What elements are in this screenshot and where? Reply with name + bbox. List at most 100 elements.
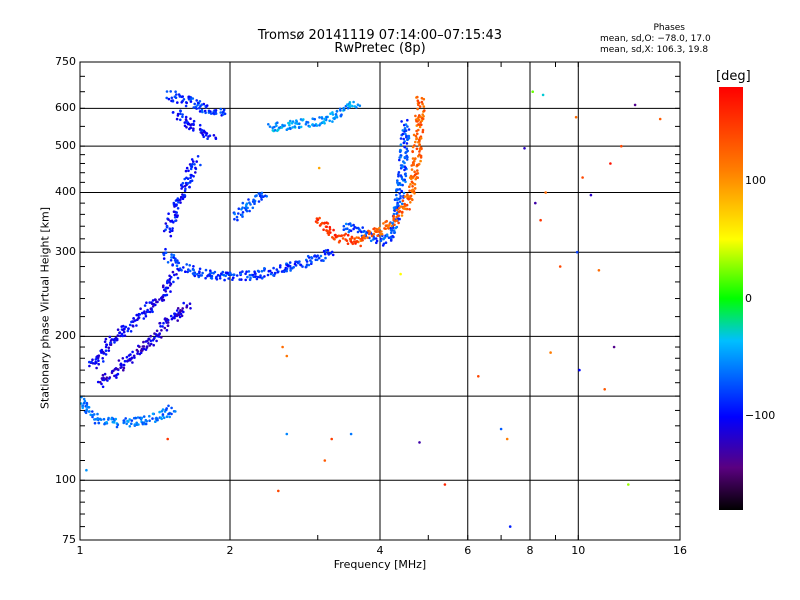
trace-point — [127, 327, 130, 330]
trace-point — [315, 255, 318, 258]
trace-point — [384, 241, 388, 244]
trace-point — [346, 103, 349, 106]
trace-point — [316, 221, 319, 224]
trace-point — [165, 407, 168, 410]
trace-point — [401, 210, 404, 214]
trace-point — [352, 223, 355, 227]
trace-point — [266, 273, 270, 277]
trace-point — [360, 236, 364, 240]
trace-point — [168, 274, 171, 278]
trace-point — [353, 237, 356, 240]
trace-point — [417, 138, 421, 142]
trace-point — [391, 229, 394, 232]
trace-point — [173, 273, 176, 277]
trace-point — [167, 212, 170, 215]
trace-point — [162, 253, 166, 257]
trace-point — [182, 301, 185, 305]
trace-point — [177, 200, 180, 204]
trace-point — [200, 108, 204, 112]
trace-point — [350, 240, 353, 244]
scatter-point — [499, 427, 503, 431]
trace-point — [263, 267, 266, 270]
trace-point — [138, 352, 142, 356]
trace-point — [395, 193, 398, 197]
trace-point — [133, 423, 137, 426]
trace-point — [393, 198, 397, 201]
trace-point — [176, 214, 179, 217]
scatter-point — [505, 437, 509, 441]
y-tick-label: 750 — [55, 55, 76, 68]
trace-point — [420, 100, 424, 104]
trace-point — [192, 129, 195, 132]
trace-point — [397, 171, 401, 174]
trace-point — [273, 128, 277, 132]
trace-point — [156, 417, 159, 421]
trace-point — [173, 203, 177, 206]
scatter-point — [508, 525, 512, 528]
trace-point — [342, 228, 346, 231]
trace-point — [415, 176, 419, 179]
trace-point — [185, 176, 188, 180]
trace-point — [110, 370, 114, 373]
trace-point — [192, 119, 196, 123]
trace-point — [411, 185, 414, 188]
trace-point — [172, 280, 175, 284]
trace-point — [148, 414, 151, 418]
trace-point — [395, 219, 399, 222]
trace-point — [96, 412, 99, 416]
trace-point — [185, 304, 189, 307]
trace-point — [404, 174, 408, 178]
trace-point — [169, 290, 172, 293]
scatter-point — [418, 441, 421, 444]
trace-point — [165, 90, 169, 93]
trace-point — [85, 408, 88, 411]
trace-point — [143, 304, 147, 307]
trace-point — [352, 100, 355, 104]
trace-point — [334, 113, 338, 116]
trace-point — [379, 237, 383, 241]
trace-point — [189, 307, 192, 310]
trace-point — [378, 232, 382, 236]
trace-point — [165, 317, 169, 321]
trace-point — [418, 125, 422, 129]
trace-point — [160, 417, 163, 421]
trace-point — [305, 260, 309, 263]
trace-point — [119, 362, 123, 366]
trace-point — [310, 255, 313, 259]
trace-point — [187, 268, 190, 271]
trace-point — [174, 219, 177, 223]
trace-point — [182, 98, 186, 101]
trace-point — [254, 275, 257, 278]
trace-point — [149, 307, 153, 311]
trace-point — [185, 126, 188, 129]
trace-point — [153, 332, 156, 335]
trace-point — [244, 278, 247, 282]
trace-point — [398, 200, 402, 204]
trace-point — [403, 202, 407, 206]
trace-point — [347, 230, 351, 234]
trace-point — [416, 99, 420, 102]
trace-point — [349, 229, 353, 233]
trace-point — [395, 215, 398, 219]
trace-point — [123, 327, 126, 331]
trace-point — [339, 109, 342, 112]
y-tick-label: 300 — [55, 245, 76, 259]
trace-point — [185, 101, 188, 105]
trace-point — [414, 140, 417, 144]
trace-point — [175, 273, 178, 276]
trace-point — [411, 157, 415, 160]
trace-point — [165, 415, 169, 419]
trace-point — [165, 225, 169, 228]
trace-point — [128, 418, 131, 421]
trace-point — [343, 108, 346, 111]
trace-point — [177, 261, 181, 265]
trace-point — [331, 120, 334, 123]
trace-point — [325, 225, 329, 229]
trace-point — [223, 112, 227, 116]
trace-point — [138, 345, 141, 349]
trace-point — [391, 226, 395, 230]
trace-point — [162, 298, 166, 302]
trace-point — [406, 125, 409, 128]
trace-point — [169, 229, 173, 233]
trace-point — [170, 317, 174, 321]
